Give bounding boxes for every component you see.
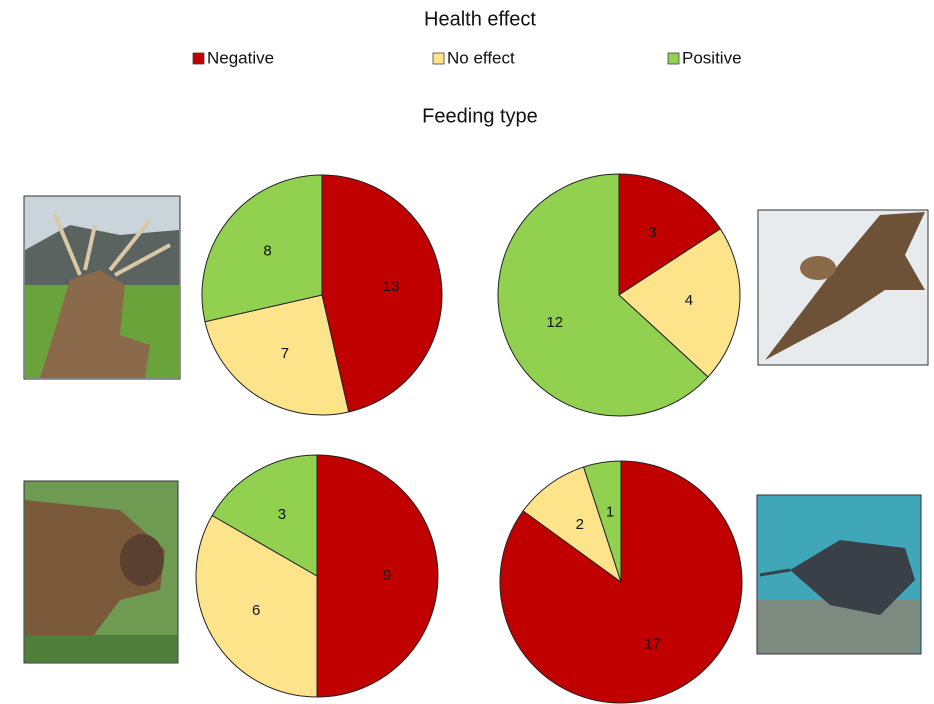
data-label: 17 xyxy=(645,635,662,652)
data-label: 3 xyxy=(278,506,286,523)
pie-slice xyxy=(316,454,439,698)
data-label: 6 xyxy=(252,602,260,619)
photo-stingray xyxy=(756,494,922,655)
photo-deer xyxy=(23,195,181,380)
legend-swatch xyxy=(432,52,445,65)
data-label: 12 xyxy=(546,314,563,331)
data-label: 2 xyxy=(576,516,584,533)
pie-slice xyxy=(522,466,622,584)
data-label: 1 xyxy=(606,504,614,521)
legend-label: Negative xyxy=(207,48,274,67)
legend-swatch xyxy=(192,52,205,65)
pie-slice xyxy=(321,174,443,413)
legend-swatch xyxy=(667,52,680,65)
pie-slice xyxy=(618,228,741,378)
pie-slice xyxy=(497,173,709,417)
data-label: 13 xyxy=(383,278,400,295)
data-label: 8 xyxy=(263,243,271,260)
pie-slice xyxy=(201,174,323,323)
data-label: 9 xyxy=(383,567,391,584)
pie-slice xyxy=(582,460,622,583)
pie-slice xyxy=(211,454,318,577)
legend-label: Positive xyxy=(682,48,742,67)
chart-title: Feeding type xyxy=(422,105,538,127)
pie-slice xyxy=(618,173,721,296)
pie-slice xyxy=(195,514,318,698)
pie-slice xyxy=(204,294,350,416)
photo-raccoon-dog xyxy=(23,480,179,664)
photo-eagle xyxy=(757,209,929,366)
legend-label: No effect xyxy=(447,48,515,67)
data-label: 4 xyxy=(685,292,693,309)
legend-title: Health effect xyxy=(424,8,536,30)
data-label: 7 xyxy=(281,345,289,362)
data-label: 3 xyxy=(648,224,656,241)
